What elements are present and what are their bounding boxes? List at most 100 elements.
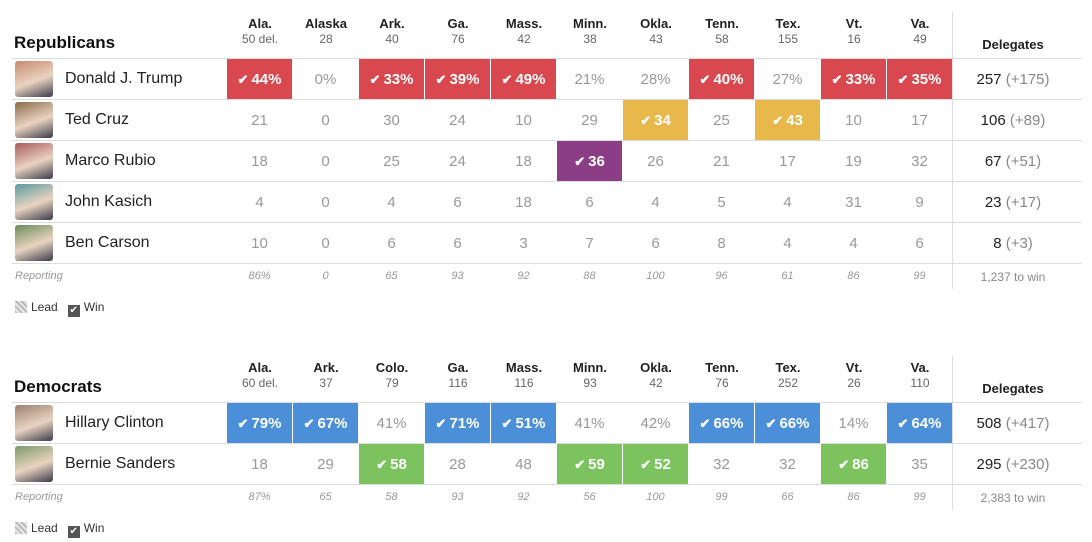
legend: Lead ✔ Win: [15, 521, 114, 538]
result-value: 0: [321, 235, 330, 252]
result-cell: 3: [491, 223, 556, 264]
result-cell-win: ✔ 66%: [689, 403, 754, 444]
result-cell: 4: [227, 182, 292, 223]
result-value: 32: [713, 456, 730, 473]
reporting-percent: 66: [781, 491, 794, 503]
candidate-name: Ted Cruz: [65, 111, 130, 128]
state-abbr: Ala.: [248, 360, 272, 375]
legend-lead-label: Lead: [31, 300, 58, 314]
result-value: 5: [717, 194, 726, 211]
state-header: Alaska 28: [293, 16, 359, 47]
result-cell: 6: [425, 182, 490, 223]
candidate-row: Hillary Clinton ✔ 79% ✔ 67% 41% ✔ 71% ✔ 51% 41% 42%…: [12, 402, 1082, 444]
delegate-total: 23 (+17): [958, 182, 1068, 223]
delegate-total: 67 (+51): [958, 141, 1068, 182]
delegate-total: 8 (+3): [958, 223, 1068, 264]
result-cell: 0: [293, 223, 358, 264]
result-cell: 6: [623, 223, 688, 264]
result-cell: 28: [425, 444, 490, 485]
result-value: 64%: [911, 415, 942, 432]
result-cell: 8: [689, 223, 754, 264]
result-value: 35: [911, 456, 928, 473]
result-value: 10: [251, 235, 268, 252]
result-value: 18: [251, 456, 268, 473]
state-header: Mass. 42: [491, 16, 557, 47]
legend-win-label: Win: [83, 521, 105, 535]
delegate-change: (+175): [1005, 71, 1050, 88]
result-cell: 29: [557, 100, 622, 141]
reporting-percent: 87%: [248, 491, 271, 503]
check-icon: ✔: [369, 72, 381, 87]
delegate-change: (+51): [1005, 153, 1042, 170]
result-cell: 7: [557, 223, 622, 264]
column-divider: [952, 356, 953, 510]
reporting-percent: 99: [913, 491, 926, 503]
state-delegates: 40: [385, 32, 399, 46]
result-cell: 17: [887, 100, 952, 141]
result-value: 6: [651, 235, 660, 252]
result-value: 39%: [449, 71, 480, 88]
state-abbr: Colo.: [375, 360, 409, 375]
result-cell: 18: [491, 182, 556, 223]
result-cell: 0: [293, 141, 358, 182]
column-divider: [952, 12, 953, 289]
result-value: 41%: [574, 415, 605, 432]
check-icon: ✔: [699, 72, 711, 87]
state-header: Ark. 40: [359, 16, 425, 47]
result-cell-win: ✔ 52: [623, 444, 688, 485]
result-value: 17: [779, 153, 796, 170]
result-cell: 21%: [557, 59, 622, 100]
legend-lead-label: Lead: [31, 521, 58, 535]
result-cell: 0: [293, 100, 358, 141]
state-delegates: 76: [451, 32, 465, 46]
state-header: Colo. 79: [359, 360, 425, 391]
reporting-row: Reporting 86% 0 65 93 92 88 100 96 61 86 99 1,237 to…: [12, 263, 1082, 290]
state-delegates: 116: [514, 376, 534, 390]
result-cell: 42%: [623, 403, 688, 444]
result-value: 0: [321, 112, 330, 129]
result-value: 86: [852, 456, 869, 473]
state-header: Ga. 76: [425, 16, 491, 47]
check-icon: ✔: [435, 72, 447, 87]
result-value: 71%: [449, 415, 480, 432]
result-cell: 0%: [293, 59, 358, 100]
state-abbr: Tenn.: [705, 360, 739, 375]
delegate-change: (+230): [1005, 456, 1050, 473]
state-delegates: 93: [583, 376, 597, 390]
result-cell-win: ✔ 49%: [491, 59, 556, 100]
delegates-header: Delegates: [982, 37, 1044, 52]
result-value: 27%: [772, 71, 803, 88]
reporting-percent: 65: [385, 270, 398, 282]
delegates-to-win: 2,383 to win: [980, 491, 1046, 505]
state-abbr: Okla.: [640, 16, 672, 31]
candidate-row: Marco Rubio 18 0 25 24 18 ✔ 36 26 21 17 19 32 67 (+51…: [12, 140, 1082, 182]
state-header: Minn. 93: [557, 360, 623, 391]
result-cell-win: ✔ 33%: [359, 59, 424, 100]
result-value: 31: [845, 194, 862, 211]
check-icon: ✔: [237, 72, 249, 87]
result-value: 0%: [314, 71, 337, 88]
result-cell: 0: [293, 182, 358, 223]
state-header: Tex. 155: [755, 16, 821, 47]
state-header: Okla. 42: [623, 360, 689, 391]
result-cell-win: ✔ 39%: [425, 59, 490, 100]
result-value: 3: [519, 235, 528, 252]
result-cell-win: ✔ 35%: [887, 59, 952, 100]
reporting-percent: 93: [451, 491, 464, 503]
delegate-count: 106: [980, 112, 1006, 129]
state-header: Va. 49: [887, 16, 953, 47]
check-icon: ✔: [640, 113, 652, 128]
result-value: 29: [581, 112, 598, 129]
state-abbr: Okla.: [640, 360, 672, 375]
result-cell: 25: [689, 100, 754, 141]
result-value: 24: [449, 112, 466, 129]
result-value: 34: [654, 112, 671, 129]
result-value: 24: [449, 153, 466, 170]
result-value: 0: [321, 153, 330, 170]
result-value: 18: [515, 153, 532, 170]
result-value: 6: [387, 235, 396, 252]
candidate-row: Bernie Sanders 18 29 ✔ 58 28 48 ✔ 59 ✔ 52 32 32 ✔ 86 35…: [12, 443, 1082, 485]
result-value: 21: [713, 153, 730, 170]
candidate-name: Marco Rubio: [65, 152, 156, 169]
state-abbr: Tenn.: [705, 16, 739, 31]
